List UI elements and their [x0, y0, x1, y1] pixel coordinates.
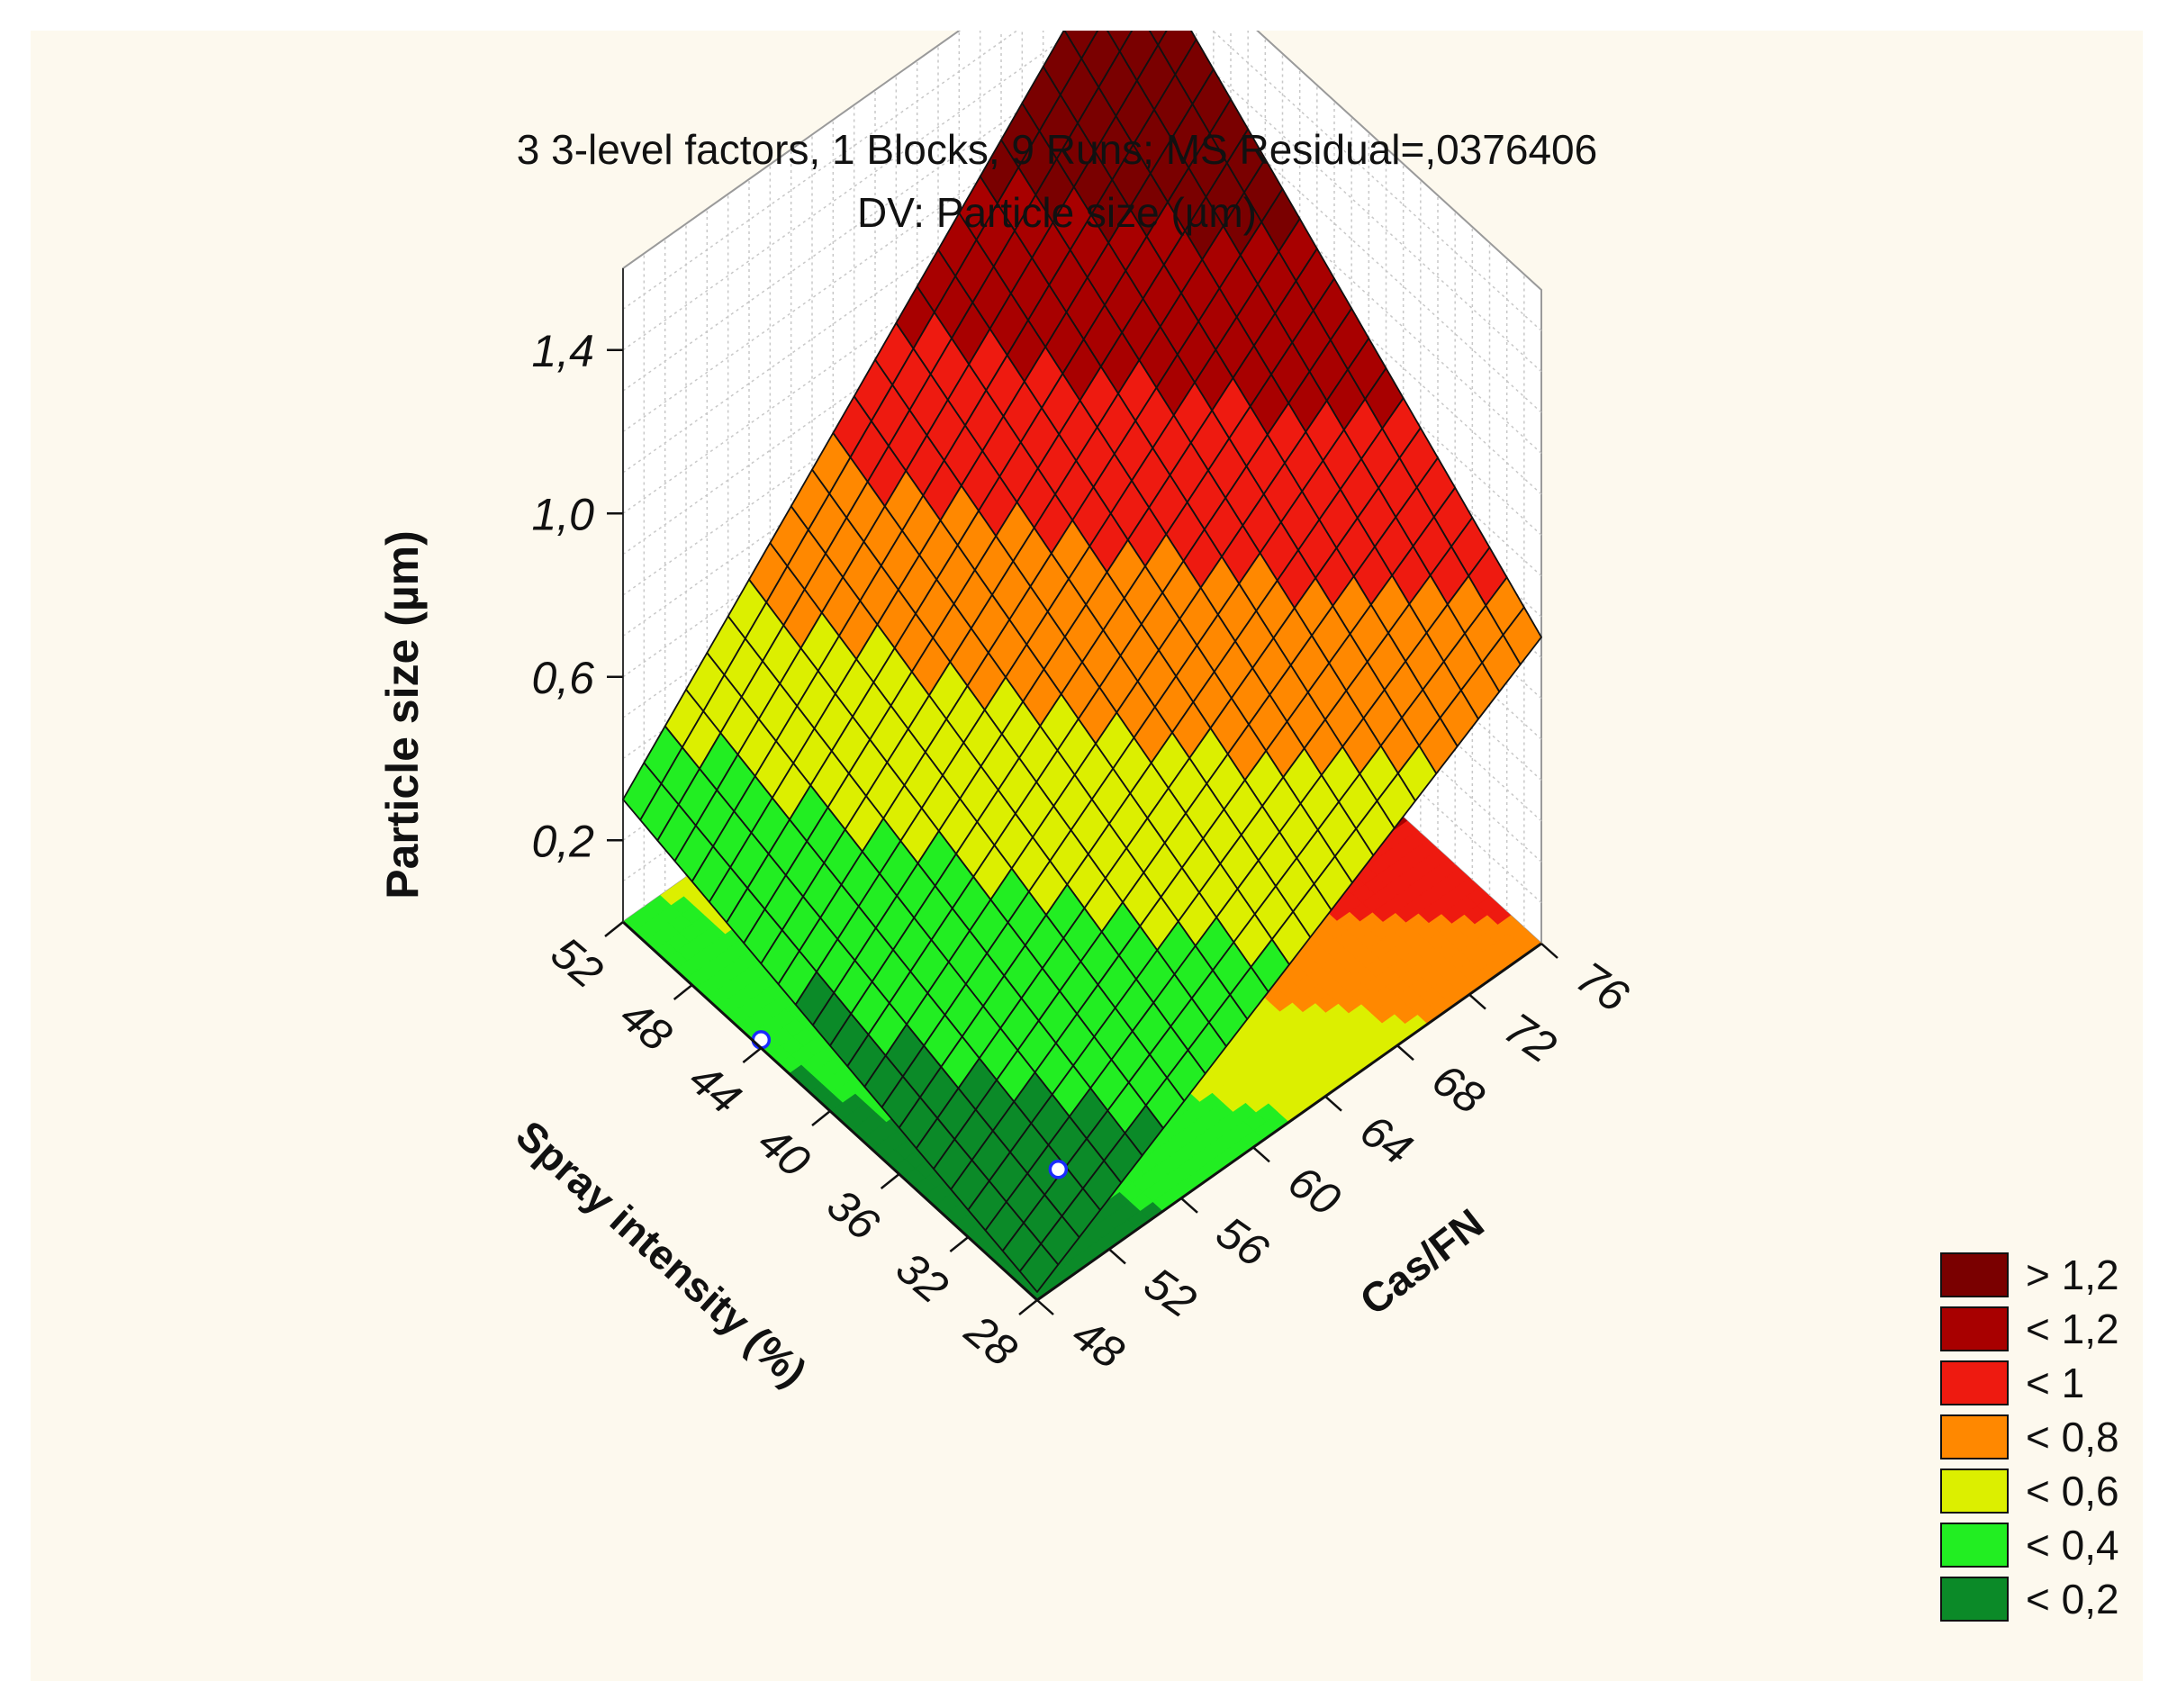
z-tick-label: 0,6 [531, 653, 594, 703]
chart-panel: 48 52 56 60 64 68 72 76 28 32 36 40 44 48 52 0,2 0,6 1,0 1… [31, 31, 2143, 1681]
y-tick-mark [673, 984, 693, 1000]
legend-swatch [1940, 1577, 2009, 1622]
x-tick-label: 48 [1063, 1308, 1134, 1378]
x-tick-mark [1252, 1146, 1270, 1163]
x-axis-line [1036, 942, 1542, 1302]
surface-plot: 4852566064687276283236404448520,20,61,01… [377, 31, 2119, 1622]
y-tick-label: 36 [818, 1179, 889, 1251]
y-tick-mark [811, 1110, 831, 1126]
observed-point [1048, 1159, 1069, 1179]
x-tick-label: 76 [1567, 952, 1638, 1022]
x-tick-mark [1108, 1248, 1126, 1265]
surface-cell [1018, 1243, 1060, 1293]
grid-line [622, 31, 1018, 310]
x-tick-label: 56 [1207, 1206, 1278, 1277]
legend-label: > 1,2 [2026, 1252, 2119, 1298]
legend-swatch [1940, 1469, 2009, 1514]
z-tick-label: 1,4 [531, 326, 594, 376]
y-tick-label: 32 [887, 1243, 958, 1314]
x-tick-label: 52 [1135, 1258, 1206, 1328]
chart-subtitle: DV: Particle size (µm) [857, 189, 1257, 236]
y-tick-mark [949, 1236, 970, 1252]
legend-swatch [1940, 1360, 2009, 1405]
y-tick-label: 44 [680, 1053, 751, 1125]
y-tick-label: 28 [955, 1305, 1027, 1376]
x-tick-mark [1180, 1197, 1198, 1214]
x-tick-label: 68 [1423, 1053, 1494, 1124]
x-axis-title: Cas/FN [1351, 1199, 1493, 1324]
x-tick-label: 72 [1495, 1003, 1566, 1073]
response-surface [622, 31, 1542, 1293]
legend-label: < 0,8 [2026, 1414, 2119, 1460]
grid-line [622, 33, 1128, 392]
x-tick-label: 64 [1351, 1105, 1422, 1175]
z-axis-title: Particle size (µm) [377, 530, 428, 899]
y-tick-label: 40 [749, 1116, 820, 1188]
surface-cell [1148, 31, 1168, 47]
x-tick-mark [1324, 1095, 1342, 1112]
grid-line [622, 115, 1128, 474]
y-axis-line [621, 920, 1039, 1302]
y-tick-mark [742, 1047, 763, 1063]
grid-line [622, 320, 1128, 678]
legend-label: < 0,6 [2026, 1468, 2119, 1514]
z-tick-label: 0,2 [531, 816, 594, 866]
y-tick-mark [1018, 1299, 1038, 1315]
y-tick-mark [880, 1173, 900, 1189]
legend-label: < 1 [2026, 1360, 2084, 1406]
y-tick-mark [604, 921, 624, 937]
x-tick-mark [1036, 1299, 1054, 1315]
chart-title: 3 3-level factors, 1 Blocks, 9 Runs; MS … [517, 126, 1597, 173]
legend-label: < 1,2 [2026, 1306, 2119, 1352]
x-tick-mark [1468, 993, 1486, 1010]
grid-line [622, 156, 1128, 514]
grid-line [622, 238, 1128, 596]
legend-label: < 0,2 [2026, 1576, 2119, 1622]
legend-swatch [1940, 1306, 2009, 1351]
grid-line [622, 74, 1128, 433]
grid-line [622, 31, 1076, 351]
x-tick-mark [1540, 943, 1558, 959]
x-tick-label: 60 [1279, 1155, 1350, 1225]
y-tick-label: 48 [610, 990, 682, 1062]
legend-swatch [1940, 1252, 2009, 1297]
legend-label: < 0,4 [2026, 1522, 2119, 1568]
x-tick-mark [1396, 1044, 1414, 1062]
z-tick-label: 1,0 [531, 489, 594, 539]
y-tick-label: 52 [542, 927, 613, 999]
grid-line [622, 197, 1128, 556]
legend: > 1,2 < 1,2 < 1 < 0,8 < 0,6 < 0,4 < 0,2 [1940, 1252, 2119, 1622]
legend-swatch [1940, 1414, 2009, 1459]
grid-line [622, 278, 1128, 637]
legend-swatch [1940, 1523, 2009, 1568]
observed-point [751, 1030, 772, 1050]
